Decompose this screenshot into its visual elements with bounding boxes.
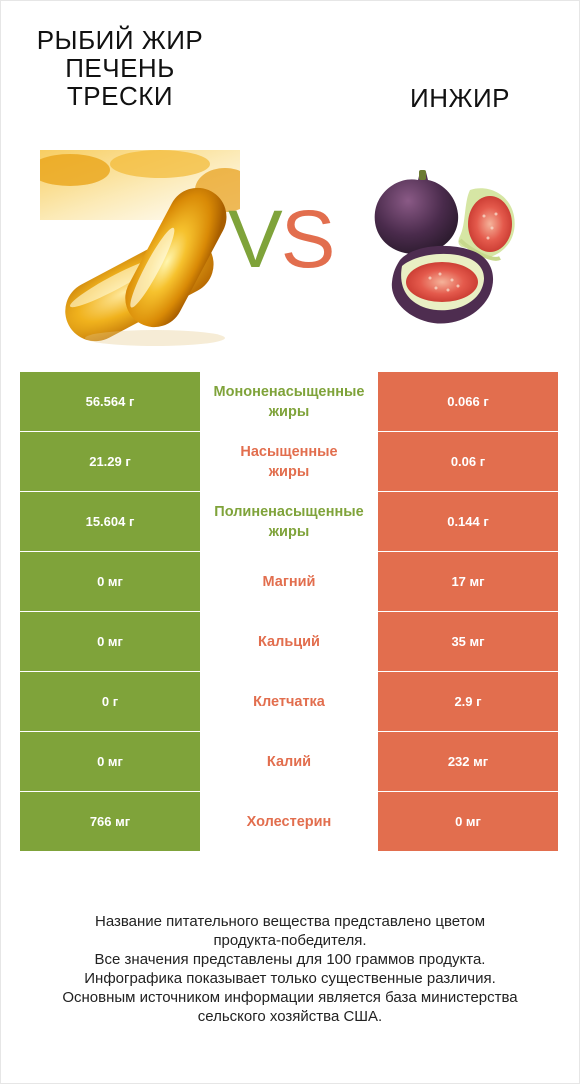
vs-s-letter: S — [280, 194, 336, 285]
right-value-cell: 35 мг — [378, 612, 558, 671]
right-value-cell: 0.066 г — [378, 372, 558, 431]
left-value-cell: 0 мг — [20, 612, 200, 671]
left-value-cell: 21.29 г — [20, 432, 200, 491]
vs-label: VS — [228, 190, 353, 290]
left-value-cell: 0 г — [20, 672, 200, 731]
nutrient-label-cell: Мононенасыщенные жиры — [200, 372, 378, 431]
left-product-title: РЫБИЙ ЖИР ПЕЧЕНЬ ТРЕСКИ — [36, 25, 204, 111]
nutrient-label-cell: Холестерин — [200, 792, 378, 851]
nutrient-label-cell: Клетчатка — [200, 672, 378, 731]
nutrient-label-cell: Магний — [200, 552, 378, 611]
table-row: 56.564 г Мононенасыщенные жиры 0.066 г — [20, 372, 558, 431]
nutrient-label-cell: Насыщенные жиры — [200, 432, 378, 491]
right-value-cell: 2.9 г — [378, 672, 558, 731]
right-value-cell: 17 мг — [378, 552, 558, 611]
nutrient-label-cell: Кальций — [200, 612, 378, 671]
right-value-cell: 232 мг — [378, 732, 558, 791]
table-row: 0 мг Магний 17 мг — [20, 552, 558, 611]
footer-line-significant-diff: Инфографика показывает только существенн… — [84, 970, 496, 987]
table-row: 0 г Клетчатка 2.9 г — [20, 672, 558, 731]
nutrient-label-cell: Полиненасыщенные жиры — [200, 492, 378, 551]
fish-oil-capsules-image — [40, 150, 240, 350]
table-row: 15.604 г Полиненасыщенные жиры 0.144 г — [20, 492, 558, 551]
footer-line-winner-color: Название питательного вещества представл… — [94, 913, 486, 949]
nutrient-label-cell: Калий — [200, 732, 378, 791]
vs-v-letter: V — [228, 194, 283, 285]
right-value-cell: 0.144 г — [378, 492, 558, 551]
table-row: 0 мг Кальций 35 мг — [20, 612, 558, 671]
left-value-cell: 56.564 г — [20, 372, 200, 431]
right-product-title: ИНЖИР — [410, 83, 510, 113]
footer-notes: Название питательного вещества представл… — [20, 912, 560, 1026]
right-value-cell: 0.06 г — [378, 432, 558, 491]
table-row: 766 мг Холестерин 0 мг — [20, 792, 558, 851]
left-value-cell: 0 мг — [20, 552, 200, 611]
fig-image — [360, 150, 520, 340]
right-value-cell: 0 мг — [378, 792, 558, 851]
footer-line-source: Основным источником информации является … — [62, 989, 518, 1025]
footer-line-per-100g: Все значения представлены для 100 граммо… — [94, 951, 486, 968]
table-row: 21.29 г Насыщенные жиры 0.06 г — [20, 432, 558, 491]
left-value-cell: 766 мг — [20, 792, 200, 851]
left-value-cell: 15.604 г — [20, 492, 200, 551]
table-row: 0 мг Калий 232 мг — [20, 732, 558, 791]
left-value-cell: 0 мг — [20, 732, 200, 791]
